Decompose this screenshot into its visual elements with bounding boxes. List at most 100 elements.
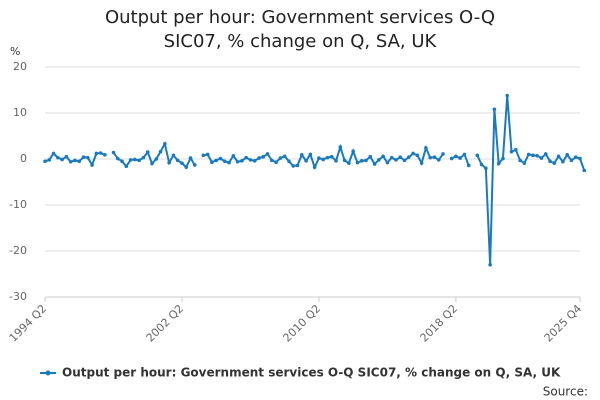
y-tick-label: -20 (9, 244, 27, 257)
data-point (543, 152, 548, 156)
data-point (308, 152, 313, 157)
data-point (432, 155, 437, 159)
data-point (578, 156, 582, 161)
data-point (458, 156, 462, 160)
data-point (402, 158, 407, 163)
data-point (235, 159, 240, 164)
data-point (214, 158, 218, 163)
x-tick-label: 2025 Q4 (542, 302, 585, 345)
data-point (556, 154, 561, 159)
data-point (282, 154, 287, 159)
data-point (304, 159, 308, 163)
data-point (261, 154, 266, 159)
data-point (569, 158, 574, 163)
data-point (312, 165, 317, 170)
data-point (411, 151, 415, 156)
data-point (43, 159, 47, 164)
data-point (355, 160, 360, 165)
data-point (364, 158, 368, 163)
data-point (389, 155, 394, 160)
data-point (163, 142, 167, 146)
data-point (81, 155, 86, 159)
data-point (475, 153, 480, 158)
data-point (64, 154, 69, 159)
data-point (505, 93, 510, 98)
data-point (270, 158, 274, 163)
data-point (347, 161, 351, 165)
data-point (257, 156, 261, 160)
data-point (252, 159, 257, 163)
data-point (227, 160, 231, 165)
data-point (184, 165, 189, 170)
data-point (240, 159, 244, 163)
y-tick-label: 20 (13, 60, 27, 73)
data-point (419, 161, 424, 165)
data-point (394, 158, 398, 162)
data-point (548, 159, 552, 164)
data-point (141, 155, 146, 160)
data-point (329, 154, 334, 159)
data-point (334, 159, 338, 163)
data-point (47, 158, 52, 162)
chart-title: Output per hour: Government services O-Q… (104, 7, 496, 52)
data-point (338, 145, 343, 149)
data-point (492, 107, 497, 112)
data-point (518, 158, 522, 163)
series-line (44, 95, 586, 265)
legend-label: Output per hour: Government services O-Q… (62, 366, 561, 380)
data-point (300, 153, 304, 157)
x-tick-label: 1994 Q2 (7, 302, 50, 345)
data-point (466, 163, 471, 168)
data-point (222, 159, 227, 164)
data-point (244, 155, 248, 160)
data-point (317, 156, 321, 160)
data-point (111, 150, 116, 155)
data-point (509, 149, 514, 154)
y-axis-label: % (10, 45, 20, 58)
data-point (565, 153, 569, 157)
data-point (377, 158, 381, 162)
data-point (582, 168, 587, 173)
data-point (137, 158, 141, 163)
data-point (188, 156, 193, 160)
x-tick-label: 2018 Q2 (418, 302, 461, 345)
data-point (128, 158, 133, 162)
legend-marker (45, 370, 51, 376)
data-point (539, 156, 544, 160)
data-point (56, 155, 60, 160)
data-point (321, 157, 326, 162)
data-point (115, 156, 120, 161)
data-point (68, 159, 73, 164)
data-point (98, 151, 103, 155)
data-point (133, 157, 137, 162)
data-point (90, 163, 94, 167)
data-point (77, 159, 82, 164)
data-point (385, 160, 390, 165)
data-point (193, 163, 197, 167)
data-point (158, 149, 163, 154)
data-point (201, 153, 206, 158)
data-point (94, 151, 99, 156)
source: Source: (543, 385, 588, 399)
data-point (372, 162, 377, 166)
data-point (218, 156, 223, 161)
data-point (531, 153, 535, 158)
data-point (522, 161, 527, 165)
data-point (60, 157, 64, 162)
data-point (381, 154, 385, 159)
data-point (359, 159, 364, 163)
data-point (526, 152, 531, 157)
data-point (342, 158, 347, 163)
data-point (205, 152, 210, 157)
data-point (167, 160, 171, 165)
y-tick-label: 10 (13, 106, 27, 119)
data-point (573, 155, 578, 159)
data-point (86, 155, 90, 160)
data-point (248, 158, 253, 162)
data-point (120, 159, 124, 164)
data-point (287, 159, 291, 164)
data-point (415, 153, 420, 158)
data-point (496, 161, 501, 166)
